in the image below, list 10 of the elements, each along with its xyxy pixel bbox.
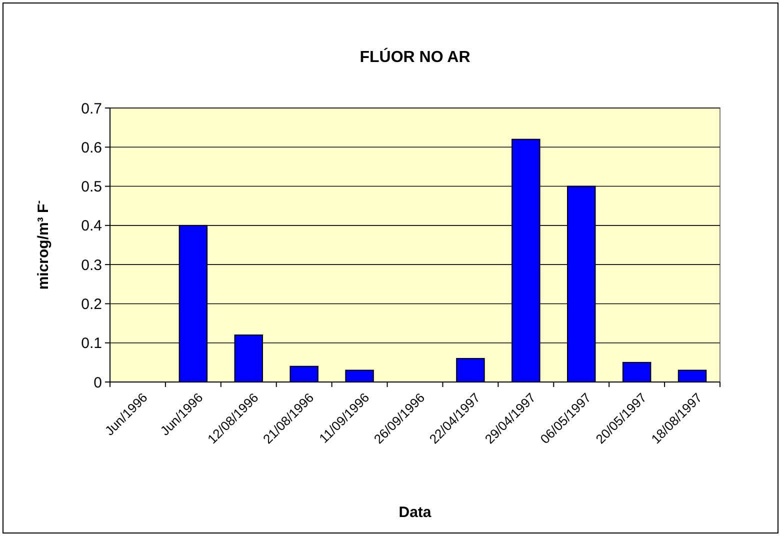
y-tick-label: 0.3 (81, 256, 102, 274)
y-tick-label: 0 (94, 374, 102, 392)
y-tick-label: 0.4 (81, 218, 102, 235)
chart-title: FLÚOR NO AR (360, 47, 471, 66)
y-tick-label: 0.7 (81, 100, 102, 118)
y-tick-label: 0.6 (81, 139, 102, 156)
y-tick-label: 0.5 (81, 178, 102, 196)
y-tick-label: 0.1 (81, 335, 102, 352)
x-axis-title: Data (398, 504, 432, 521)
y-tick-label: 0.2 (81, 296, 102, 313)
